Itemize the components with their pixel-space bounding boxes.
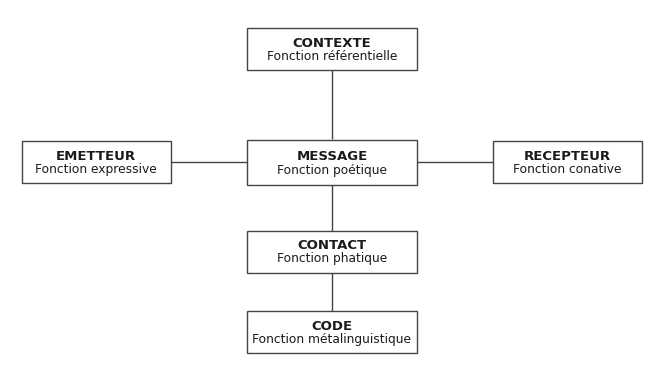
Text: CONTEXTE: CONTEXTE (293, 37, 371, 50)
Text: Fonction poétique: Fonction poétique (277, 164, 387, 177)
FancyBboxPatch shape (247, 28, 417, 70)
Text: Fonction conative: Fonction conative (513, 163, 622, 176)
Text: EMETTEUR: EMETTEUR (56, 150, 136, 163)
Text: Fonction référentielle: Fonction référentielle (267, 50, 397, 63)
Text: Fonction métalinguistique: Fonction métalinguistique (252, 333, 412, 346)
FancyBboxPatch shape (247, 139, 417, 185)
FancyBboxPatch shape (247, 311, 417, 353)
Text: CONTACT: CONTACT (297, 239, 367, 253)
FancyBboxPatch shape (247, 231, 417, 273)
Text: CODE: CODE (311, 320, 353, 333)
Text: Fonction expressive: Fonction expressive (35, 163, 157, 176)
FancyBboxPatch shape (21, 141, 171, 183)
FancyBboxPatch shape (493, 141, 643, 183)
Text: Fonction phatique: Fonction phatique (277, 253, 387, 265)
Text: MESSAGE: MESSAGE (296, 150, 368, 162)
Text: RECEPTEUR: RECEPTEUR (524, 150, 612, 163)
